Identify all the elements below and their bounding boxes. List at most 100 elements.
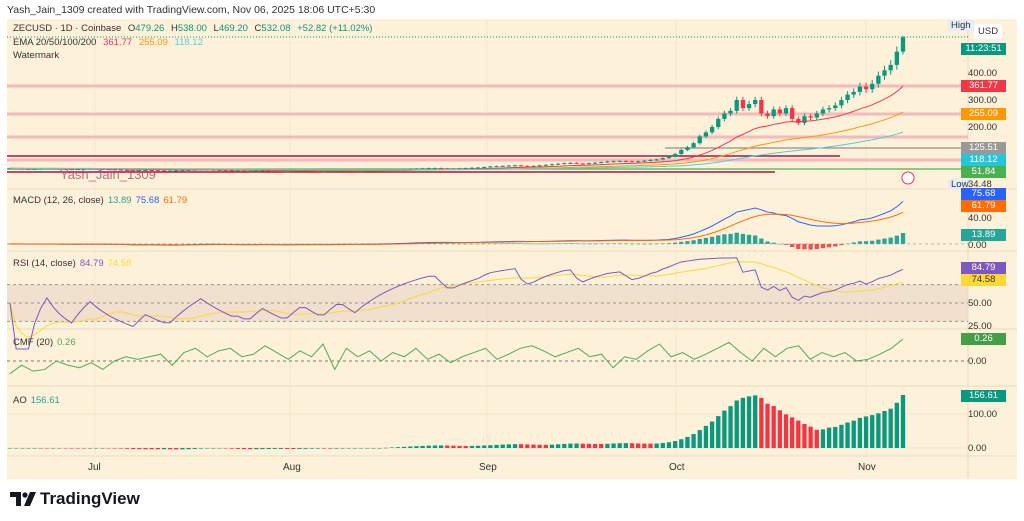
macd-histogram-bar bbox=[278, 243, 284, 245]
ao-bar bbox=[358, 448, 364, 449]
tradingview-logo[interactable]: TradingView bbox=[10, 489, 140, 509]
macd-histogram-bar bbox=[605, 243, 610, 245]
ao-bar bbox=[229, 448, 234, 449]
candle-body bbox=[358, 171, 364, 173]
signal-tag: 61.79 bbox=[961, 200, 1006, 212]
ao-bar bbox=[401, 446, 407, 448]
cmf-label: CMF (20) bbox=[13, 337, 54, 348]
macd-legend[interactable]: MACD (12, 26, close) 13.89 75.68 61.79 bbox=[13, 195, 191, 206]
candle-body bbox=[315, 171, 321, 173]
currency-button[interactable]: USD bbox=[974, 24, 1003, 39]
ao-bar bbox=[475, 445, 481, 448]
candle-body bbox=[235, 170, 241, 172]
ao-bar bbox=[771, 406, 776, 448]
candle-body bbox=[174, 170, 179, 172]
ao-bar bbox=[328, 448, 333, 449]
ao-bar bbox=[155, 448, 160, 450]
ao-bar bbox=[703, 425, 709, 448]
ao-bar bbox=[118, 448, 124, 449]
ao-bar bbox=[870, 415, 875, 448]
x-label-aug: Aug bbox=[283, 462, 301, 473]
candle-body bbox=[679, 149, 684, 154]
macd-hist-tag: 13.89 bbox=[961, 229, 1006, 241]
ao-bar bbox=[248, 448, 253, 450]
ao-bar bbox=[14, 448, 19, 449]
ao-bar bbox=[851, 420, 856, 448]
candle-body bbox=[543, 164, 548, 166]
macd-histogram-bar bbox=[198, 243, 204, 245]
macd-value: 75.68 bbox=[135, 195, 160, 206]
macd-histogram-bar bbox=[568, 243, 573, 244]
candle-body bbox=[118, 169, 124, 171]
macd-histogram-bar bbox=[309, 243, 314, 245]
candle-body bbox=[260, 170, 265, 172]
change: +52.82 (+11.02%) bbox=[297, 23, 373, 34]
macd-histogram-bar bbox=[734, 232, 739, 244]
candle-body bbox=[648, 159, 653, 161]
candle-body bbox=[303, 170, 308, 172]
macd-histogram-bar bbox=[691, 240, 696, 244]
rsi-tick: 50.00 bbox=[968, 298, 992, 309]
candle-body bbox=[309, 170, 314, 172]
candle-body bbox=[143, 169, 148, 171]
ao-bar bbox=[488, 445, 493, 448]
candle-body bbox=[728, 110, 733, 114]
cmf-legend[interactable]: CMF (20) 0.26 bbox=[13, 337, 80, 348]
ao-bar bbox=[346, 448, 351, 449]
candle-body bbox=[863, 86, 869, 90]
ao-bar bbox=[666, 442, 672, 448]
ao-bar bbox=[574, 443, 579, 448]
macd-histogram-bar bbox=[586, 243, 592, 245]
chart-credit: Yash_Jain_1309 created with TradingView.… bbox=[7, 4, 376, 16]
candle-body bbox=[820, 109, 826, 114]
macd-histogram-bar bbox=[845, 243, 850, 245]
candle-body bbox=[765, 113, 770, 117]
ao-bar bbox=[284, 448, 290, 449]
macd-histogram-bar bbox=[900, 233, 906, 244]
ao-bar bbox=[44, 448, 50, 449]
macd-histogram-bar bbox=[685, 241, 690, 244]
ao-bar bbox=[371, 448, 376, 449]
macd-histogram-bar bbox=[297, 243, 302, 245]
macd-histogram-bar bbox=[660, 243, 665, 244]
candle-body bbox=[599, 162, 604, 164]
ao-bar bbox=[211, 448, 216, 449]
candle-body bbox=[802, 116, 807, 123]
green-line-tag: 51.84 bbox=[961, 166, 1006, 178]
ema20-tag: 361.77 bbox=[961, 80, 1006, 92]
candle-body bbox=[26, 168, 31, 170]
ohlc-open: O479.26 bbox=[127, 23, 165, 34]
ao-bar bbox=[679, 439, 684, 448]
candle-body bbox=[161, 170, 167, 172]
ao-legend[interactable]: AO 156.61 bbox=[13, 395, 64, 406]
candle-body bbox=[716, 118, 721, 127]
macd-histogram-bar bbox=[716, 235, 721, 244]
symbol-name[interactable]: ZECUSD · 1D · Coinbase bbox=[13, 23, 122, 34]
high-marker: High bbox=[948, 20, 974, 31]
ao-bar bbox=[617, 443, 622, 448]
ao-bar bbox=[334, 448, 339, 449]
ao-bar bbox=[451, 445, 456, 448]
cmf-tick: 0.00 bbox=[968, 356, 987, 367]
macd-histogram-bar bbox=[697, 238, 702, 244]
macd-histogram-bar bbox=[777, 243, 782, 245]
candle-body bbox=[124, 169, 130, 171]
ao-bar bbox=[7, 448, 13, 449]
ao-bar bbox=[217, 448, 222, 449]
ao-bar bbox=[112, 448, 117, 449]
watermark-legend[interactable]: Watermark bbox=[13, 50, 60, 61]
candle-body bbox=[500, 165, 505, 167]
ohlc-low: L469.20 bbox=[213, 23, 248, 34]
rsi-legend[interactable]: RSI (14, close) 84.79 74.58 bbox=[13, 258, 135, 269]
candle-body bbox=[75, 169, 80, 171]
macd-histogram-bar bbox=[826, 243, 832, 248]
ao-bar bbox=[161, 448, 167, 450]
ao-bar bbox=[321, 448, 327, 449]
ao-bar bbox=[697, 430, 702, 448]
candle-body bbox=[759, 100, 764, 114]
macd-histogram-bar bbox=[506, 243, 512, 244]
ema-legend[interactable]: EMA 20/50/100/200 361.77 255.09 118.12 bbox=[13, 37, 207, 48]
macd-histogram-bar bbox=[888, 237, 893, 244]
cmf-line bbox=[9, 338, 904, 375]
